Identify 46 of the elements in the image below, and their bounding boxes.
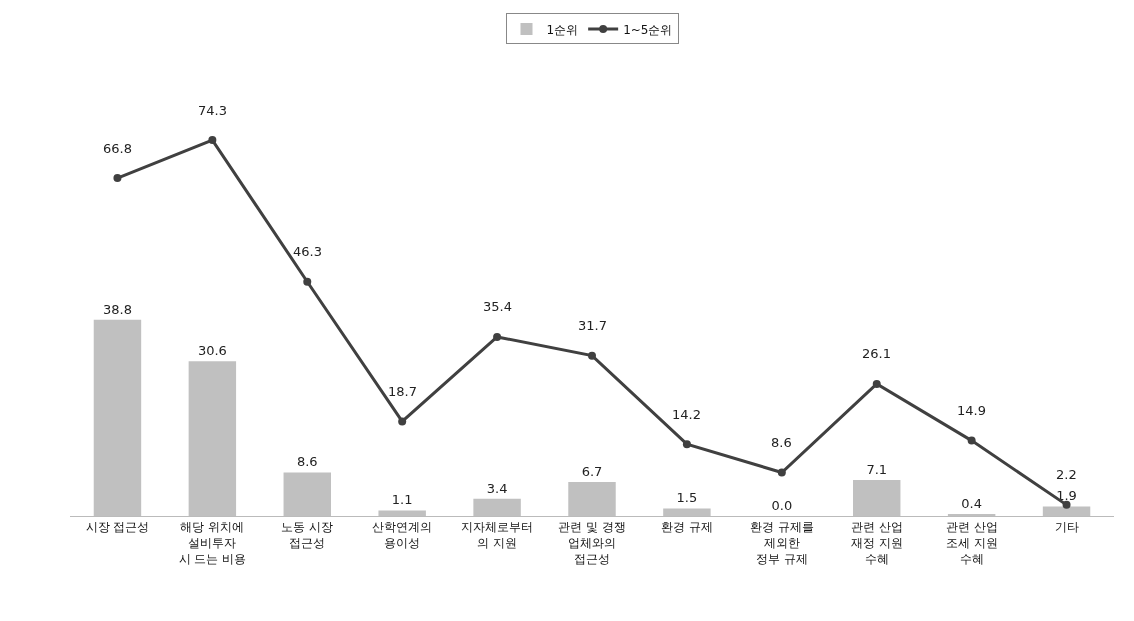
legend-label: 1순위 xyxy=(546,22,579,37)
x-tick-label: 해당 위치에 설비투자 시 드는 비용 xyxy=(178,520,247,566)
point xyxy=(588,351,596,360)
x-tick-label: 기타 xyxy=(1054,520,1079,535)
data-label: 14.2 xyxy=(672,407,701,422)
data-label: 18.7 xyxy=(388,384,417,399)
x-tick-label: 관련 산업 조세 지원 수혜 xyxy=(945,520,998,566)
data-label: 38.8 xyxy=(102,301,132,317)
data-label: 46.3 xyxy=(293,244,322,259)
x-tick-label: 지자체로부터 의 지원 xyxy=(461,520,534,550)
point xyxy=(777,468,786,477)
data-label: 1.5 xyxy=(676,490,698,506)
x-tick-label: 관련 및 경쟁 업체와의 접근성 xyxy=(558,520,626,566)
data-label: 66.8 xyxy=(103,141,132,156)
data-label: 0.4 xyxy=(961,495,982,511)
point xyxy=(113,174,122,183)
point xyxy=(682,440,691,449)
data-label: 30.6 xyxy=(197,343,227,359)
x-tick-label: 관련 산업 재정 지원 수혜 xyxy=(850,520,903,566)
data-label: 7.1 xyxy=(866,462,888,478)
x-tick-label: 노동 시장 접근성 xyxy=(281,520,334,550)
data-label: 8.6 xyxy=(296,454,318,470)
data-label: 14.9 xyxy=(957,403,986,418)
point xyxy=(967,436,976,445)
data-label: 8.6 xyxy=(771,435,792,450)
data-label: 1.1 xyxy=(391,492,413,508)
data-label: 6.7 xyxy=(581,464,603,480)
data-label: 3.4 xyxy=(486,480,508,496)
data-label: 74.3 xyxy=(198,103,227,118)
data-label: 0.0 xyxy=(771,498,793,513)
point xyxy=(872,379,881,388)
data-label: 31.7 xyxy=(578,318,607,333)
x-tick-label: 시장 접근성 xyxy=(85,520,150,535)
point xyxy=(303,277,312,286)
point xyxy=(208,136,217,145)
data-label: 26.1 xyxy=(862,346,891,361)
x-tick-label: 산학연계의 용이성 xyxy=(372,520,433,550)
x-tick-label: 환경 규제를 제외한 정부 규제 xyxy=(749,520,814,566)
x-tick-label: 환경 규제 xyxy=(661,520,713,535)
point xyxy=(1062,500,1071,509)
data-label: 2.2 xyxy=(1056,467,1077,482)
data-label: 35.4 xyxy=(483,299,512,314)
data-label: 1.9 xyxy=(1056,488,1077,504)
legend-label: 1~5순위 xyxy=(623,22,673,37)
point xyxy=(493,332,502,341)
point xyxy=(398,417,407,426)
